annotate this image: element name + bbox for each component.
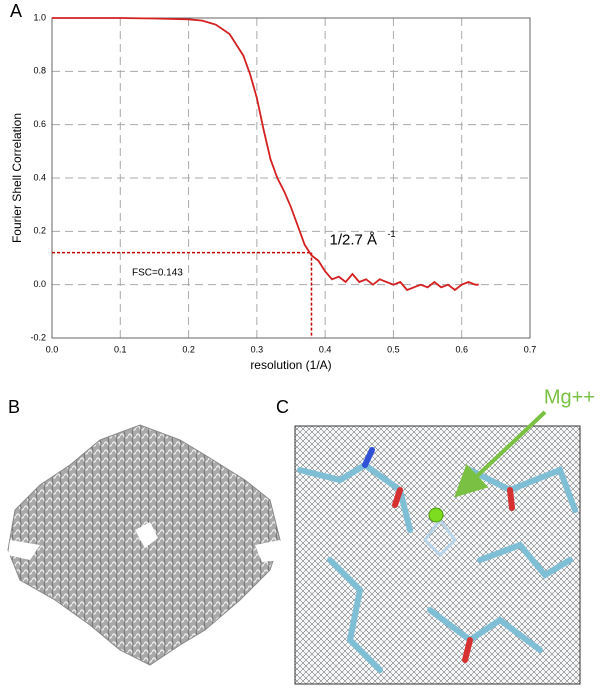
atom-sticks	[297, 447, 578, 673]
x-tick-label: 0.7	[524, 344, 537, 354]
x-tick-label: 0.2	[182, 344, 195, 354]
map-hole	[135, 522, 158, 548]
annotation: 1/2.7 Å	[329, 232, 377, 249]
x-axis-label: resolution (1/A)	[250, 358, 331, 372]
x-tick-label: 0.4	[319, 344, 332, 354]
panel-label: A	[10, 1, 22, 21]
panel-label: B	[8, 397, 20, 417]
x-tick-label: 0.5	[387, 344, 400, 354]
mg-ion	[428, 507, 444, 523]
panel-label: C	[276, 397, 289, 417]
annotation-sup: -1	[387, 229, 395, 239]
ion-label: Mg++	[544, 386, 595, 408]
arrow	[454, 410, 547, 498]
y-tick-label: 0.4	[33, 172, 46, 182]
plot-frame	[51, 17, 531, 339]
annotation: FSC=0.143	[132, 267, 183, 278]
fsc-curve	[52, 17, 479, 292]
map-hole	[8, 540, 40, 560]
y-tick-label: 0.8	[33, 66, 46, 76]
y-axis-label: Fourier Shell Correlation	[10, 113, 24, 243]
y-tick-label: 0.2	[33, 226, 46, 236]
x-tick-label: 0.3	[251, 344, 264, 354]
y-tick-label: -0.2	[30, 332, 46, 342]
x-tick-label: 0.6	[455, 344, 468, 354]
y-tick-label: 1.0	[33, 12, 46, 22]
y-tick-label: 0.0	[33, 279, 46, 289]
x-tick-label: 0.0	[46, 344, 59, 354]
y-tick-label: 0.6	[33, 119, 46, 129]
map-hole	[255, 540, 282, 562]
x-tick-label: 0.1	[114, 344, 127, 354]
